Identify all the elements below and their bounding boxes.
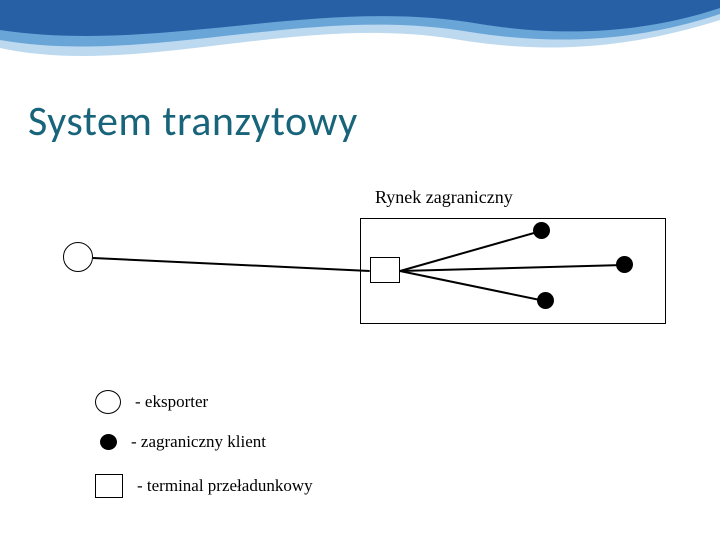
square-icon bbox=[95, 474, 123, 498]
exporter-node bbox=[63, 242, 93, 272]
legend-item-terminal: - terminal przeładunkowy bbox=[95, 474, 313, 498]
header-waves bbox=[0, 0, 720, 90]
legend-item-client: - zagraniczny klient bbox=[95, 432, 266, 452]
dot-icon bbox=[100, 434, 117, 450]
client-node-0 bbox=[533, 222, 550, 239]
wave-1 bbox=[0, 0, 720, 36]
legend-label: - zagraniczny klient bbox=[131, 432, 266, 452]
client-node-1 bbox=[616, 256, 633, 273]
region-label: Rynek zagraniczny bbox=[375, 187, 513, 208]
client-node-2 bbox=[537, 292, 554, 309]
legend-label: - eksporter bbox=[135, 392, 208, 412]
wave-2 bbox=[0, 0, 720, 47]
legend-label: - terminal przeładunkowy bbox=[137, 476, 313, 496]
edge bbox=[93, 257, 370, 271]
page-title: System tranzytowy bbox=[28, 96, 358, 147]
terminal-node bbox=[370, 257, 400, 283]
legend-item-exporter: - eksporter bbox=[95, 390, 208, 414]
wave-3 bbox=[0, 0, 720, 56]
circle-icon bbox=[95, 390, 121, 414]
